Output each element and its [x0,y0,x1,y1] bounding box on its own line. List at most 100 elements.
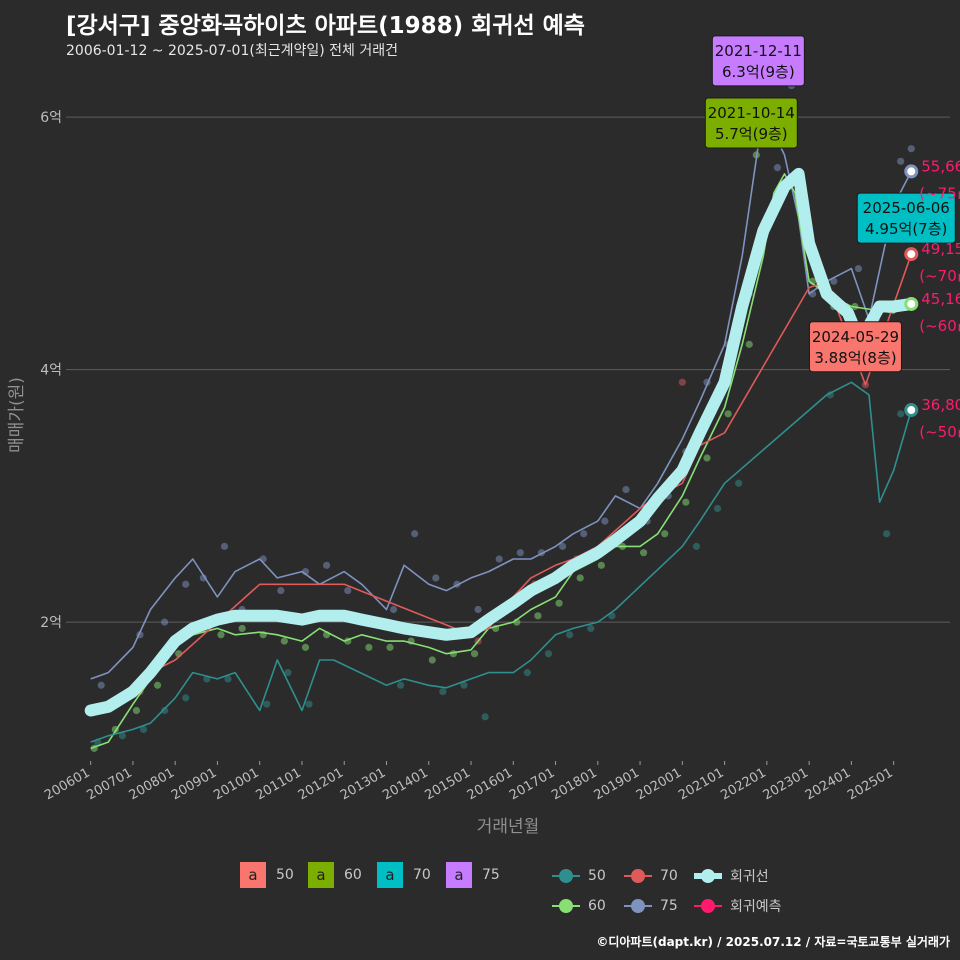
series-lines [84,110,918,750]
x-tick-label: 201701 [507,765,557,803]
scatter-point-75 [773,164,782,172]
legend-series-symbol [694,896,722,916]
scatter-point-50 [587,624,595,633]
scatter-point-50 [460,681,468,689]
scatter-point-60 [576,574,584,582]
scatter-point-60 [724,410,732,418]
scatter-point-75 [907,145,915,153]
y-tick-label: 2억 [40,615,62,631]
scatter-point-50 [284,669,292,677]
x-tick-label: 200801 [127,765,177,803]
legend-series-70: 70 [624,866,678,886]
x-tick-label: 202101 [676,765,726,803]
x-tick-label: 202301 [761,765,811,803]
callout-70: 2025-06-06 4.95억(7층) [856,192,956,244]
scatter-point-75 [495,555,503,563]
scatter-point-50 [523,669,531,677]
callout-box [711,35,805,87]
series-line-60 [90,173,912,750]
callout-box [808,321,902,373]
scatter-point-60 [365,643,373,651]
scatter-point-50 [826,391,834,399]
legend-series-label: 회귀선 [730,869,769,885]
scatter-point-50 [139,725,148,734]
legend-box-50: a 50 [240,862,294,888]
x-axis-label: 거래년월 [477,817,540,837]
forecast-marker [904,296,919,311]
legend-box-70: a 70 [377,862,431,888]
scatter-point-50 [897,410,905,418]
legend-series-symbol [624,896,652,916]
legend-box-swatch: a [240,862,266,888]
forecast-marker [904,247,919,262]
legend-box-swatch: a [377,862,403,888]
scatter-point-50 [182,694,190,702]
scatter-point-75 [161,618,169,626]
scatter-point-50 [481,713,489,721]
credit-text: ©디아파트(dapt.kr) / 2025.07.12 / 자료=국토교통부 실… [596,935,950,949]
scatter-point-60 [386,643,394,651]
series-line-50 [90,381,913,743]
scatter-point-50 [713,504,722,513]
scatter-point-60 [703,454,711,462]
scatter-point-60 [745,340,753,348]
scatter-point-75 [199,574,207,582]
scatter-point-60 [153,681,162,689]
x-tick-label: 200701 [84,765,134,803]
legend-box-label: 50 [276,867,294,883]
scatter-point-50 [224,675,232,683]
forecast-value: 49,150 [921,240,960,258]
scatter-point-75 [558,542,567,550]
scatter-point-50 [118,732,126,740]
callout-date: 2024-05-29 [812,328,899,346]
scatter-point-60 [597,561,605,569]
scatter-point-50 [263,700,271,708]
legend-series-symbol [624,866,652,886]
scatter-point-75 [601,517,609,525]
forecast-marker [904,403,919,418]
legend-series-symbol [694,866,722,886]
scatter-point-75 [897,157,905,165]
scatter-point-50 [692,542,701,550]
forecast-marker [904,164,919,179]
x-tick-label: 201101 [253,765,303,803]
callout-price: 6.3억(9층) [722,63,795,81]
x-tick-label: 202501 [845,765,895,803]
scatter-point-75 [474,605,482,614]
scatter-point-60 [280,637,288,645]
x-tick-label: 200601 [42,765,92,803]
scatter-point-75 [182,580,190,588]
scatter-point-50 [161,706,169,715]
legend-series-label: 75 [660,898,678,914]
callout-50: 2024-05-29 3.88억(8층) [808,321,902,373]
x-tick-label: 201901 [592,765,642,803]
scatter-point-75 [323,561,331,569]
scatter-point-60 [555,599,563,607]
callout-price: 4.95억(7층) [865,220,947,238]
scatter-point-75 [622,485,630,494]
scatter-point-75 [389,605,398,614]
scatter-point-50 [566,631,574,639]
legend-box-label: 70 [413,867,431,883]
scatter-point-60 [132,706,141,715]
legend-series-regression: 회귀선 [694,866,769,886]
scatter-point-60 [217,631,225,639]
x-tick-label: 202001 [634,765,684,803]
x-tick-label: 200901 [169,765,219,803]
legend-series-label: 50 [588,868,606,884]
legend-series-50: 50 [552,866,606,886]
scatter-point-75 [97,681,105,689]
callout-box [704,97,798,149]
legend-box-swatch: a [308,862,334,888]
scatter-point-60 [682,498,690,506]
scatter-point-75 [580,530,588,538]
scatter-point-60 [428,656,436,664]
regression-line [84,167,918,717]
legend-series-60: 60 [552,896,606,916]
x-tick-label: 201001 [211,765,261,803]
scatter-point-60 [470,650,479,658]
scatter-point-60 [238,624,246,633]
callout-date: 2025-06-06 [863,199,950,217]
forecast-area: (~75㎡) [919,184,960,202]
